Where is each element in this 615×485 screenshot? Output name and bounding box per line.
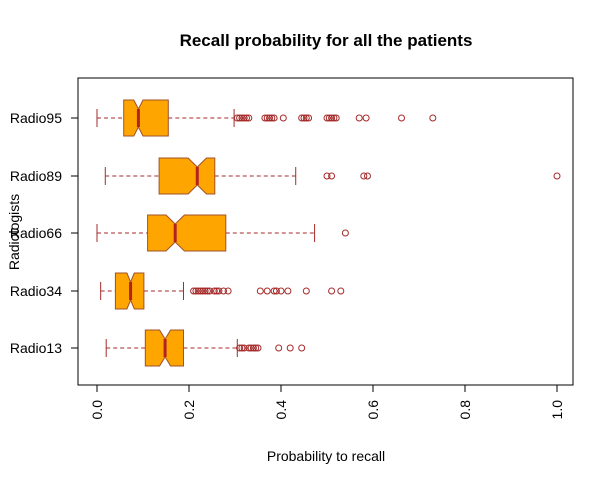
box-Radio89 bbox=[104, 157, 561, 195]
outlier-point bbox=[236, 114, 244, 122]
outlier-point bbox=[261, 114, 269, 122]
outlier-point bbox=[341, 229, 349, 237]
outlier-point bbox=[268, 114, 276, 122]
outlier-point bbox=[270, 114, 278, 122]
outlier-point bbox=[238, 344, 246, 352]
outlier-point bbox=[298, 114, 306, 122]
box-body bbox=[147, 214, 227, 252]
outlier-point bbox=[302, 114, 310, 122]
x-tick-label: 0.8 bbox=[457, 400, 473, 420]
outlier-point bbox=[201, 287, 209, 295]
box-Radio66 bbox=[96, 214, 349, 252]
x-tick-label: 0.6 bbox=[365, 400, 381, 420]
outlier-point bbox=[300, 114, 308, 122]
outlier-point bbox=[220, 287, 227, 295]
y-tick-label: Radio13 bbox=[10, 340, 62, 356]
outlier-point bbox=[199, 287, 207, 295]
outlier-point bbox=[553, 172, 561, 180]
outlier-point bbox=[192, 287, 200, 295]
outlier-point bbox=[210, 287, 218, 295]
x-tick-label: 0.2 bbox=[181, 400, 197, 420]
y-axis: Radio13 Radio34 Radio66 Radio89 Radio95 bbox=[10, 110, 79, 356]
outlier-point bbox=[197, 287, 204, 295]
x-tick-label: 1.0 bbox=[549, 400, 565, 420]
outlier-point bbox=[270, 287, 278, 295]
outlier-point bbox=[247, 344, 255, 352]
outlier-point bbox=[325, 114, 333, 122]
outlier-point bbox=[323, 172, 331, 180]
outlier-point bbox=[355, 114, 363, 122]
outlier-point bbox=[330, 114, 338, 122]
outlier-point bbox=[266, 114, 273, 122]
outlier-point bbox=[256, 287, 264, 295]
x-axis: 0.0 0.2 0.4 0.6 0.8 1.0 bbox=[89, 384, 565, 420]
outlier-point bbox=[298, 344, 306, 352]
chart-title: Recall probability for all the patients bbox=[180, 31, 473, 50]
outlier-point bbox=[323, 114, 331, 122]
outlier-point bbox=[224, 287, 232, 295]
outlier-point bbox=[245, 114, 253, 122]
box-Radio95 bbox=[96, 99, 437, 137]
outlier-point bbox=[284, 287, 292, 295]
y-tick-label: Radio89 bbox=[10, 168, 62, 184]
outlier-point bbox=[286, 344, 294, 352]
y-axis-label: Radiologists bbox=[6, 194, 22, 270]
x-tick-label: 0.4 bbox=[273, 400, 289, 420]
x-axis-label: Probability to recall bbox=[267, 448, 385, 464]
y-tick-label: Radio34 bbox=[10, 283, 62, 299]
box-Radio13 bbox=[105, 329, 306, 367]
outlier-point bbox=[275, 344, 283, 352]
outlier-point bbox=[360, 172, 368, 180]
outlier-point bbox=[190, 287, 198, 295]
outlier-point bbox=[328, 287, 336, 295]
outlier-point bbox=[206, 287, 214, 295]
outlier-point bbox=[302, 287, 310, 295]
outlier-point bbox=[233, 114, 241, 122]
y-tick-label: Radio66 bbox=[10, 225, 62, 241]
outlier-point bbox=[243, 114, 250, 122]
box-layer bbox=[96, 99, 561, 367]
outlier-point bbox=[328, 172, 336, 180]
outlier-point bbox=[363, 172, 371, 180]
outlier-point bbox=[305, 114, 313, 122]
outlier-point bbox=[328, 114, 336, 122]
outlier-point bbox=[337, 287, 345, 295]
outlier-point bbox=[279, 114, 287, 122]
box-Radio34 bbox=[100, 272, 345, 310]
outlier-point bbox=[236, 344, 244, 352]
x-tick-label: 0.0 bbox=[89, 400, 105, 420]
outlier-point bbox=[362, 114, 370, 122]
outlier-point bbox=[254, 344, 262, 352]
y-tick-label: Radio95 bbox=[10, 110, 62, 126]
outlier-point bbox=[215, 287, 223, 295]
box-body bbox=[158, 157, 216, 195]
outlier-point bbox=[240, 344, 248, 352]
outlier-point bbox=[240, 114, 248, 122]
outlier-point bbox=[238, 114, 246, 122]
outlier-point bbox=[213, 287, 221, 295]
box-body bbox=[123, 99, 169, 137]
outlier-point bbox=[203, 287, 211, 295]
outlier-point bbox=[194, 287, 202, 295]
outlier-point bbox=[252, 344, 260, 352]
outlier-point bbox=[272, 287, 280, 295]
outlier-point bbox=[245, 344, 253, 352]
outlier-point bbox=[263, 287, 271, 295]
outlier-point bbox=[249, 344, 257, 352]
outlier-point bbox=[332, 114, 340, 122]
outlier-point bbox=[277, 287, 285, 295]
outlier-point bbox=[263, 114, 271, 122]
outlier-point bbox=[398, 114, 406, 122]
outlier-point bbox=[429, 114, 437, 122]
